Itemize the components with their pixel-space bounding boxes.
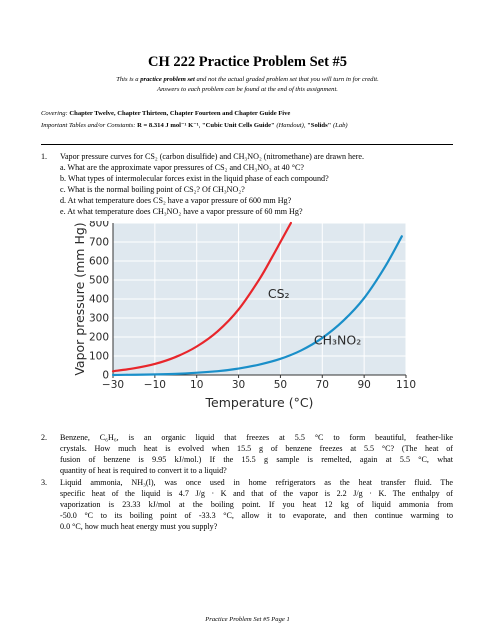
y-tick-label: 400 [89, 294, 109, 306]
cs2-series-label: CS₂ [268, 286, 290, 301]
q2-line-1: crystals. How much heat is evolved when … [60, 444, 453, 453]
y-tick-label: 0 [102, 370, 109, 382]
q3-number: 3. [41, 478, 48, 487]
y-tick-label: 600 [89, 256, 109, 268]
q1-number: 1. [41, 152, 48, 161]
subtitle-line-2: Answers to each problem can be found at … [157, 86, 338, 93]
tables-label: Important Tables and/or Constants: [41, 122, 136, 129]
covering-text: Chapter Twelve, Chapter Thirteen, Chapte… [67, 110, 291, 117]
document-title: CH 222 Practice Problem Set #5 [147, 54, 348, 70]
subtitle-line-1: This is a practice problem set and not t… [0, 76, 495, 83]
ch3no2-series-label: CH₃NO₂ [314, 333, 361, 348]
y-tick-label: 700 [89, 237, 109, 249]
cubic-guide-ref: "Cubic Unit Cells Guide" [201, 122, 275, 129]
handout-note: (Handout), [274, 122, 308, 129]
x-tick-label: −30 [102, 379, 124, 391]
gas-constant: R = 8.314 J mol⁻¹ K⁻¹ [135, 122, 199, 129]
q1-line-0: Vapor pressure curves for CS₂ (carbon di… [60, 152, 365, 161]
subtitle-line-1-pre: This is a [116, 76, 141, 83]
covering-line: Covering: Chapter Twelve, Chapter Thirte… [41, 110, 290, 117]
y-tick-label: 100 [89, 351, 109, 363]
x-tick-label: 110 [396, 379, 416, 391]
header-divider [41, 144, 453, 145]
subtitle-line-1-bold: practice problem set [140, 76, 195, 83]
ch3no2-curve [111, 235, 403, 377]
lab-note: (Lab) [331, 122, 348, 129]
tables-line: Important Tables and/or Constants: R = 8… [41, 121, 348, 129]
y-tick-label: 200 [89, 332, 109, 344]
q3-line-0: Liquid ammonia, NH₃(l), was once used in… [60, 478, 453, 487]
q3-line-1: specific heat of the liquid is 4.7 J/g ·… [60, 489, 453, 498]
q3-line-2: vaporization is 23.33 kJ/mol at the boil… [60, 500, 453, 509]
x-tick-label: 30 [232, 379, 245, 391]
q1-line-c: c. What is the normal boiling point of C… [60, 185, 245, 194]
q3-line-3: -50.0 °C to its boiling point of -33.3 °… [60, 511, 453, 520]
q1-line-a: a. What are the approximate vapor pressu… [60, 163, 304, 172]
vapor-pressure-chart-svg: 0 100 200 300 400 500 600 700 800 −30 10 50 90 −10 30 7… [72, 221, 416, 410]
x-tick-label: 70 [316, 379, 329, 391]
x-tick-label: 10 [190, 379, 203, 391]
x-tick-label: −10 [144, 379, 166, 391]
q1-line-d: d. At what temperature does CS₂ have a v… [60, 196, 292, 205]
subtitle-line-1-post: and not the actual graded problem set th… [194, 76, 379, 83]
q2-number: 2. [41, 433, 48, 442]
y-tick-label: 800 [89, 221, 109, 230]
y-tick-label: 300 [89, 313, 109, 325]
q2-line-0: Benzene, C₆H₆, is an organic liquid that… [60, 433, 453, 442]
q2-line-3: quantity of heat is required to convert … [60, 466, 227, 475]
y-tick-label: 500 [89, 275, 109, 287]
tables-sep: , [198, 122, 202, 129]
solids-ref: "Solids" [307, 122, 332, 129]
y-axis-title: Vapor pressure (mm Hg) [72, 222, 87, 375]
x-tick-label: 50 [274, 379, 287, 391]
q1-line-b: b. What types of intermolecular forces e… [60, 174, 329, 183]
q2-line-2: fusion of benzene is 9.95 kJ/mol.) If th… [60, 455, 453, 464]
page-footer: Practice Problem Set #5 Page 1 [205, 616, 290, 623]
vapor-pressure-chart: 0 100 200 300 400 500 600 700 800 −30 10 50 90 −10 30 7… [72, 221, 418, 412]
q1-line-e: e. At what temperature does CH₃NO₂ have … [60, 207, 303, 216]
x-tick-label: 90 [357, 379, 370, 391]
q3-line-4: 0.0 °C, how much heat energy must you su… [60, 522, 218, 531]
covering-label: Covering: [41, 110, 68, 117]
cs2-curve [111, 221, 292, 373]
x-axis-title: Temperature (°C) [205, 395, 314, 410]
